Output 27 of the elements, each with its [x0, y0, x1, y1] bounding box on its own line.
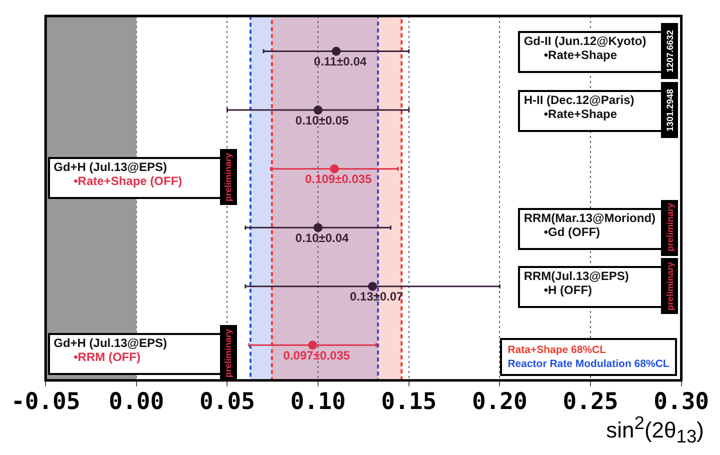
legend-box: Rata+Shape 68%CL Reactor Rate Modulation 68%CL [500, 338, 678, 376]
point [314, 223, 323, 232]
band-label: Reactor Rate Modulation 68%CL [508, 357, 670, 372]
data-label: 0.10±0.05 [295, 113, 350, 128]
band-label: Rata+Shape 68%CL [508, 343, 608, 358]
annotation: Gd-II (Jun.12@Kyoto) •Rate+Shape [524, 34, 648, 62]
data-label: 0.11±0.04 [314, 54, 367, 69]
annotation: Gd+H (Jul.13@EPS) •Rate+Shape (OFF) [54, 160, 184, 188]
data-label: 0.109±0.035 [305, 172, 372, 186]
data-label: 0.097±0.035 [283, 348, 350, 362]
point [330, 164, 339, 174]
point [368, 282, 378, 291]
x-tick-label: 0.20 [472, 389, 528, 416]
point [308, 340, 318, 350]
annotation: RRM(Jul.13@EPS) •H (OFF) [524, 269, 630, 298]
x-tick-label: -0.05 [10, 389, 80, 416]
data-label: 0.10±0.04 [295, 230, 350, 245]
x-tick-label: 0.15 [381, 389, 437, 416]
x-tick-label: 0.00 [108, 389, 164, 416]
annotation: RRM(Mar.13@Moriond) •Gd (OFF) [524, 210, 657, 239]
annotation: Gd+H (Jul.13@EPS) •RRM (OFF) [54, 336, 168, 364]
point [332, 46, 341, 56]
x-tick-label: 0.10 [290, 389, 346, 416]
x-tick-label: 0.05 [200, 389, 255, 416]
point [314, 106, 323, 115]
data-label: 0.13±0.07 [350, 290, 404, 304]
annotation: H-II (Dec.12@Paris) •Rate+Shape [524, 93, 636, 122]
